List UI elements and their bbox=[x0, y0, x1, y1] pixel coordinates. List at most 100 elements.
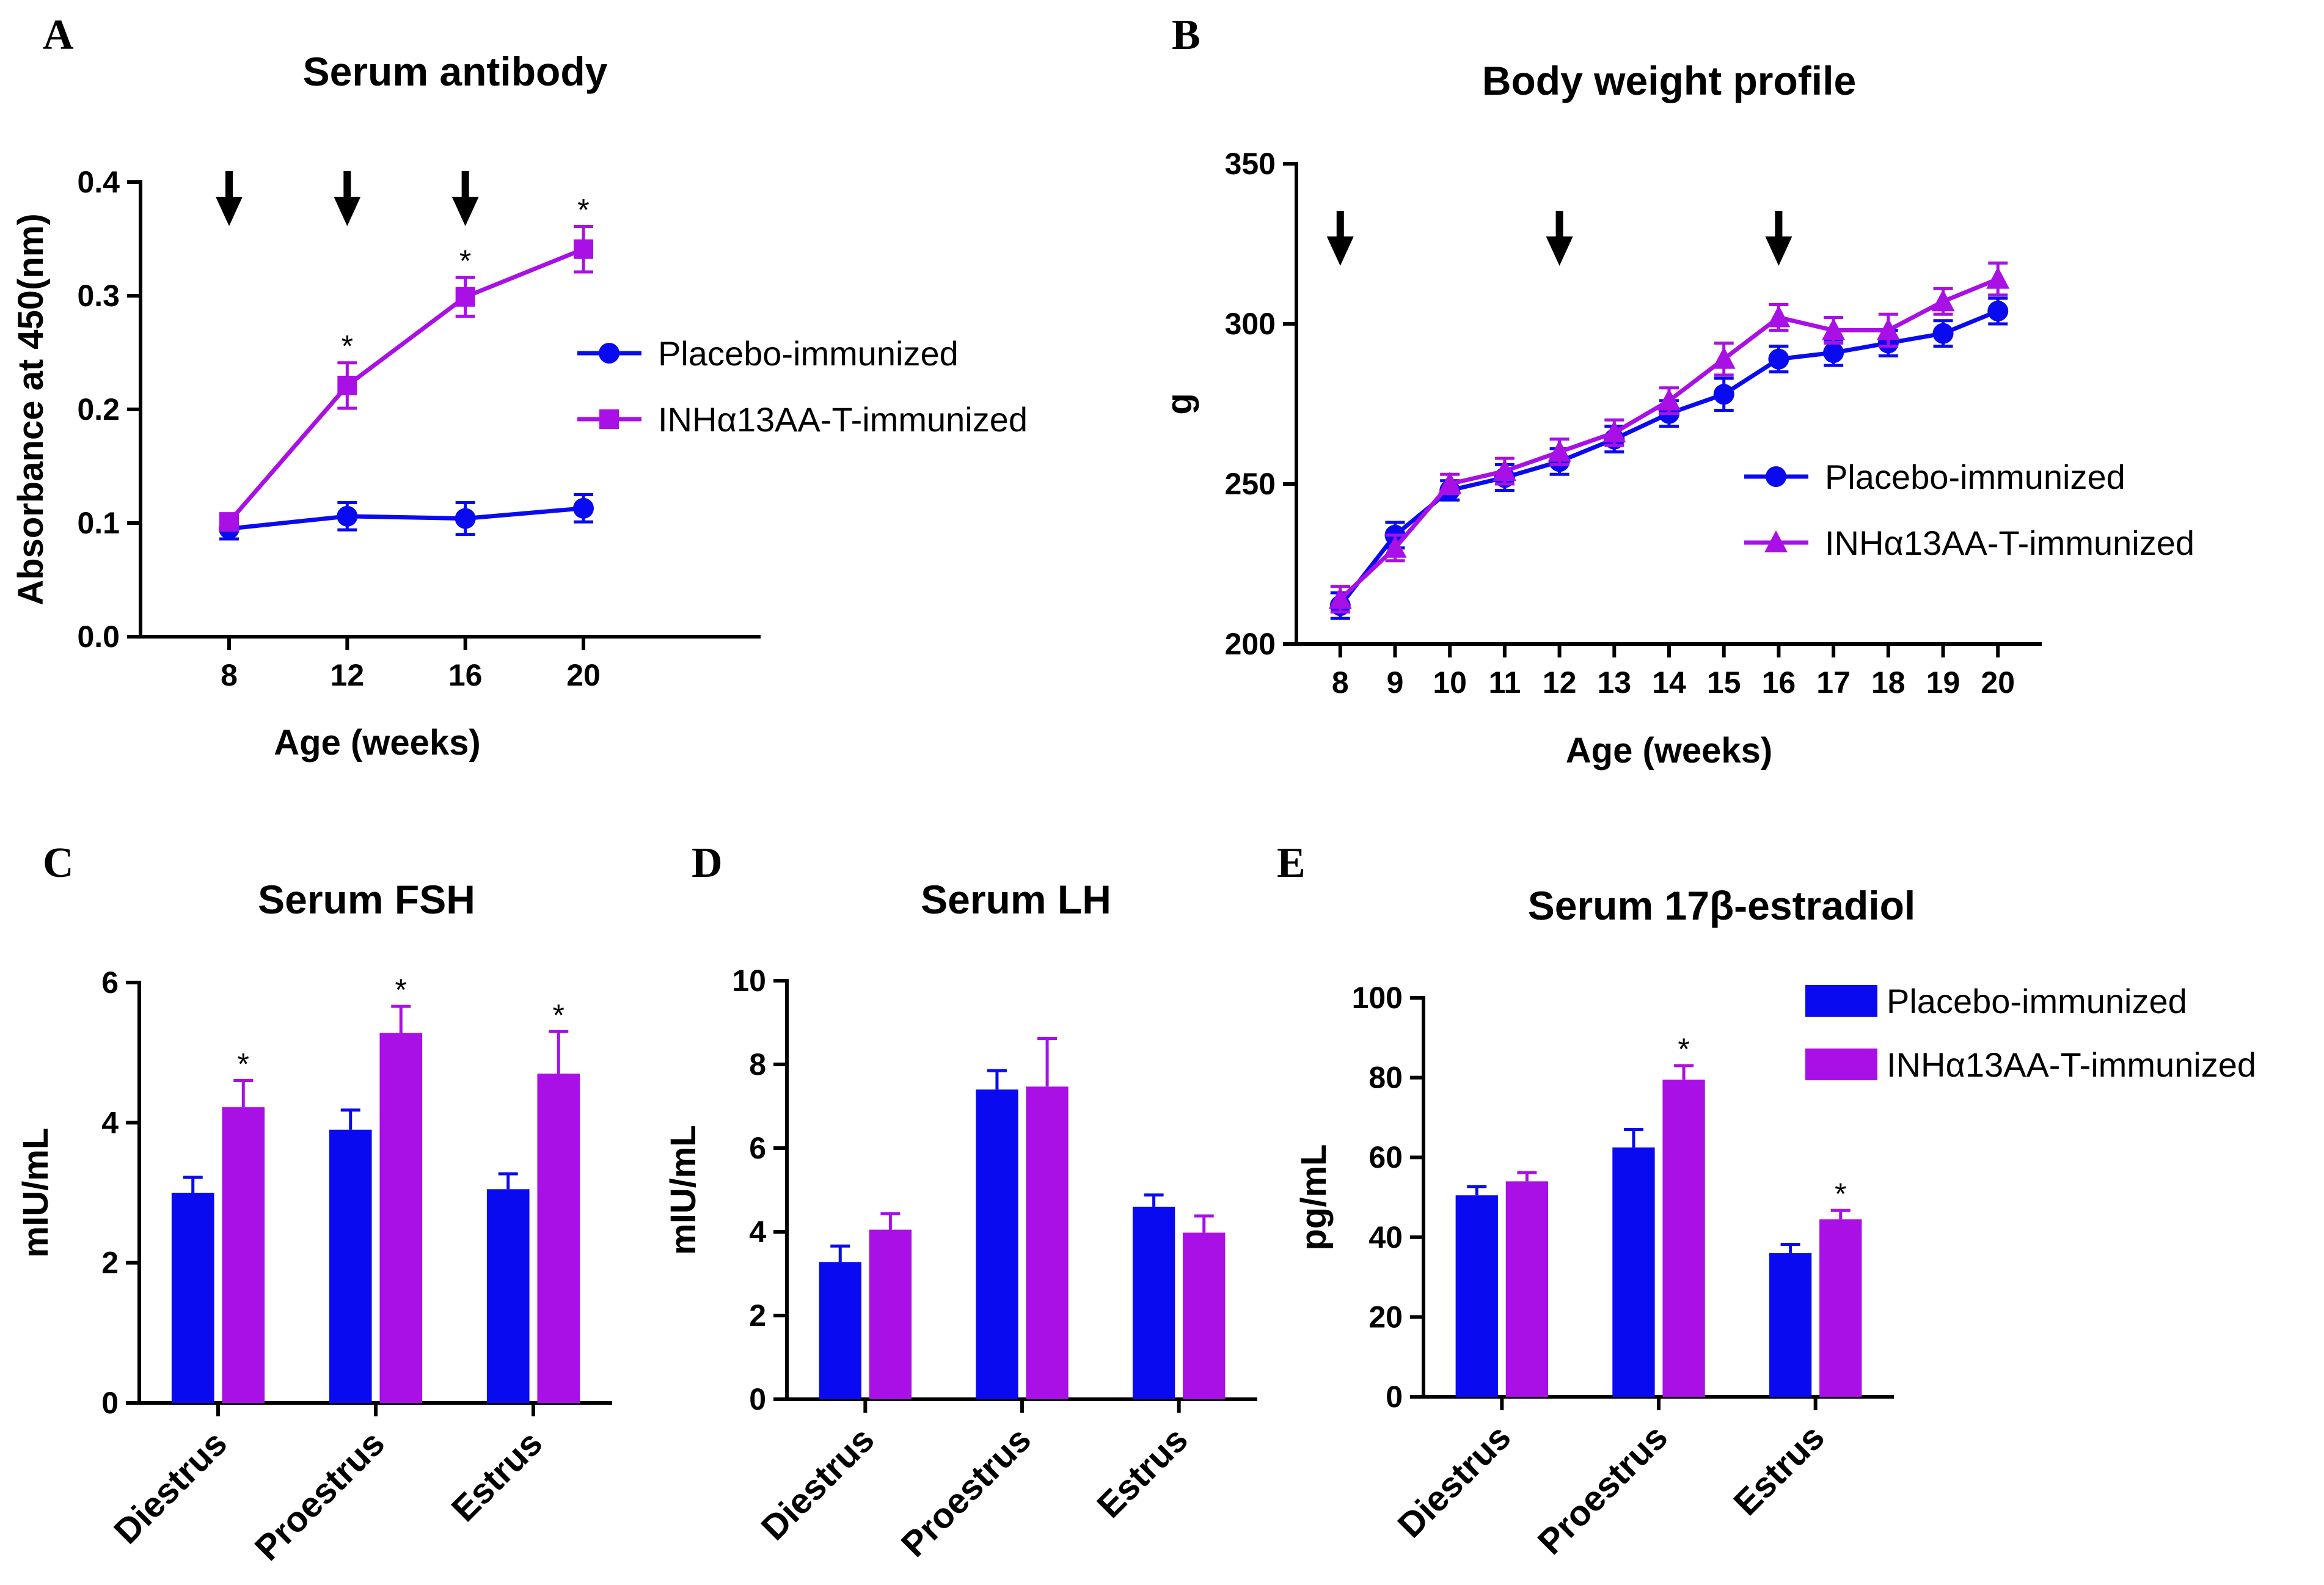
y-tick-label: 0 bbox=[1386, 1380, 1403, 1414]
y-tick-label: 0.4 bbox=[77, 165, 120, 199]
x-axis-label: Age (weeks) bbox=[1566, 731, 1772, 771]
data-point-immunized bbox=[1931, 289, 1955, 312]
significance-star: * bbox=[459, 244, 471, 278]
legend: Placebo-immunized INHα13AA-T-immunized bbox=[1744, 458, 2194, 562]
data-point-immunized bbox=[1712, 346, 1736, 369]
arrow-marker-head bbox=[451, 197, 479, 226]
y-tick-label: 40 bbox=[1368, 1220, 1403, 1254]
legend-marker-placebo bbox=[599, 343, 619, 364]
series-line-placebo bbox=[228, 506, 584, 531]
x-tick-label: 20 bbox=[1981, 665, 2015, 700]
legend-swatch-immunized bbox=[1805, 1049, 1877, 1080]
y-tick-label: 4 bbox=[101, 1105, 119, 1140]
y-tick-label: 6 bbox=[101, 965, 119, 1000]
data-point-immunized bbox=[219, 512, 239, 532]
bar-placebo bbox=[1612, 1147, 1655, 1397]
x-tick-label: 10 bbox=[1433, 665, 1467, 700]
x-tick-label: 13 bbox=[1597, 665, 1631, 700]
legend-label-placebo: Placebo-immunized bbox=[1825, 458, 2125, 496]
x-tick-label: 9 bbox=[1387, 665, 1404, 700]
data-point-immunized bbox=[1383, 535, 1407, 558]
data-point-immunized bbox=[1602, 420, 1626, 443]
chart-D: D Serum LH 0 2 4 6 8 10 mIU/mL Diestrus Proestrus E… bbox=[663, 840, 1257, 1565]
legend-swatch-placebo bbox=[1805, 985, 1877, 1017]
bar-placebo bbox=[819, 1262, 861, 1399]
x-tick-label: 18 bbox=[1871, 665, 1906, 700]
chart-title: Serum LH bbox=[921, 877, 1111, 922]
x-tick-label: 16 bbox=[1762, 665, 1796, 700]
panel-letter: E bbox=[1277, 840, 1306, 887]
x-tick-label: Estrus bbox=[1089, 1419, 1196, 1526]
data-point-immunized bbox=[1767, 305, 1791, 328]
y-tick-label: 2 bbox=[749, 1298, 766, 1333]
significance-star: * bbox=[1678, 1032, 1689, 1066]
y-tick-label: 300 bbox=[1225, 307, 1276, 341]
panel-letter: D bbox=[692, 840, 723, 887]
x-tick-label: 11 bbox=[1488, 665, 1521, 700]
legend: Placebo-immunized INHα13AA-T-immunized bbox=[1805, 982, 2256, 1084]
y-tick-label: 4 bbox=[749, 1215, 766, 1249]
legend-label-immunized: INHα13AA-T-immunized bbox=[1825, 524, 2194, 562]
x-tick-label: 8 bbox=[221, 658, 238, 692]
bar-placebo bbox=[1455, 1195, 1498, 1397]
data-point-placebo bbox=[455, 508, 476, 529]
chart-A: A Serum antibody 0.0 0.1 0.2 0.3 0.4 Absorbance… bbox=[11, 12, 1028, 763]
y-tick-label: 0.3 bbox=[77, 279, 120, 313]
y-tick-label: 100 bbox=[1352, 981, 1403, 1015]
data-point-placebo bbox=[573, 497, 594, 519]
x-tick-label: Proestrus bbox=[894, 1419, 1039, 1564]
y-tick-label: 0 bbox=[101, 1386, 119, 1420]
x-tick-label: Diestrus bbox=[753, 1419, 882, 1548]
data-point-immunized bbox=[1986, 266, 2010, 289]
bar-immunized bbox=[869, 1229, 912, 1399]
y-tick-label: 10 bbox=[732, 964, 766, 998]
y-axis-label: mIU/mL bbox=[16, 1128, 56, 1258]
x-tick-label: Proestrus bbox=[247, 1423, 392, 1568]
arrow-marker-head bbox=[334, 197, 361, 226]
legend-marker-placebo bbox=[1766, 466, 1786, 487]
chart-C: C Serum FSH 0 2 4 6 mIU/mL Diestrus * Proestrus * E… bbox=[16, 840, 612, 1569]
x-tick-label: 19 bbox=[1926, 665, 1960, 700]
bar-placebo bbox=[486, 1189, 530, 1403]
data-point-immunized bbox=[1876, 318, 1900, 340]
data-point-immunized bbox=[455, 287, 475, 307]
x-tick-label: 12 bbox=[331, 658, 365, 692]
y-tick-label: 200 bbox=[1225, 627, 1276, 661]
series-line-immunized bbox=[227, 247, 585, 524]
x-tick-label: Estrus bbox=[444, 1423, 550, 1529]
y-tick-label: 350 bbox=[1225, 147, 1276, 181]
chart-B: B Body weight profile 200 250 300 350 g 8 9 10 11 1… bbox=[1160, 12, 2194, 771]
chart-title: Serum 17β-estradiol bbox=[1528, 883, 1916, 928]
legend-label-placebo: Placebo-immunized bbox=[1887, 982, 2187, 1020]
bar-immunized bbox=[379, 1033, 423, 1403]
data-point-immunized bbox=[1493, 459, 1516, 481]
x-axis-label: Age (weeks) bbox=[274, 723, 480, 763]
y-tick-label: 8 bbox=[749, 1047, 766, 1082]
data-point-placebo bbox=[337, 505, 358, 527]
significance-star: * bbox=[342, 329, 353, 364]
data-point-placebo bbox=[1823, 342, 1844, 364]
bar-immunized bbox=[537, 1074, 580, 1403]
x-tick-label: 8 bbox=[1332, 665, 1349, 700]
x-tick-label: 17 bbox=[1816, 665, 1851, 700]
y-tick-label: 6 bbox=[749, 1131, 766, 1165]
y-tick-label: 0.1 bbox=[77, 506, 120, 540]
panel-letter: C bbox=[43, 840, 74, 887]
y-tick-label: 20 bbox=[1368, 1300, 1403, 1334]
y-tick-label: 0.2 bbox=[77, 392, 120, 426]
bar-immunized bbox=[1505, 1181, 1549, 1397]
bar-immunized bbox=[1662, 1079, 1705, 1397]
bar-immunized bbox=[1183, 1232, 1226, 1399]
bar-placebo bbox=[171, 1193, 214, 1403]
y-tick-label: 0 bbox=[749, 1382, 766, 1416]
legend: Placebo-immunized INHα13AA-T-immunized bbox=[577, 334, 1028, 439]
chart-title: Serum antibody bbox=[303, 49, 608, 94]
significance-star: * bbox=[553, 998, 565, 1032]
arrow-marker-head bbox=[1546, 236, 1573, 266]
arrow-marker-head bbox=[216, 197, 243, 226]
chart-E: E Serum 17β-estradiol 0 20 40 60 80 100 pg/mL Die… bbox=[1277, 840, 2256, 1562]
significance-star: * bbox=[1835, 1177, 1846, 1211]
y-tick-label: 80 bbox=[1368, 1061, 1403, 1095]
bar-immunized bbox=[1819, 1219, 1862, 1397]
data-point-placebo bbox=[1932, 323, 1954, 344]
